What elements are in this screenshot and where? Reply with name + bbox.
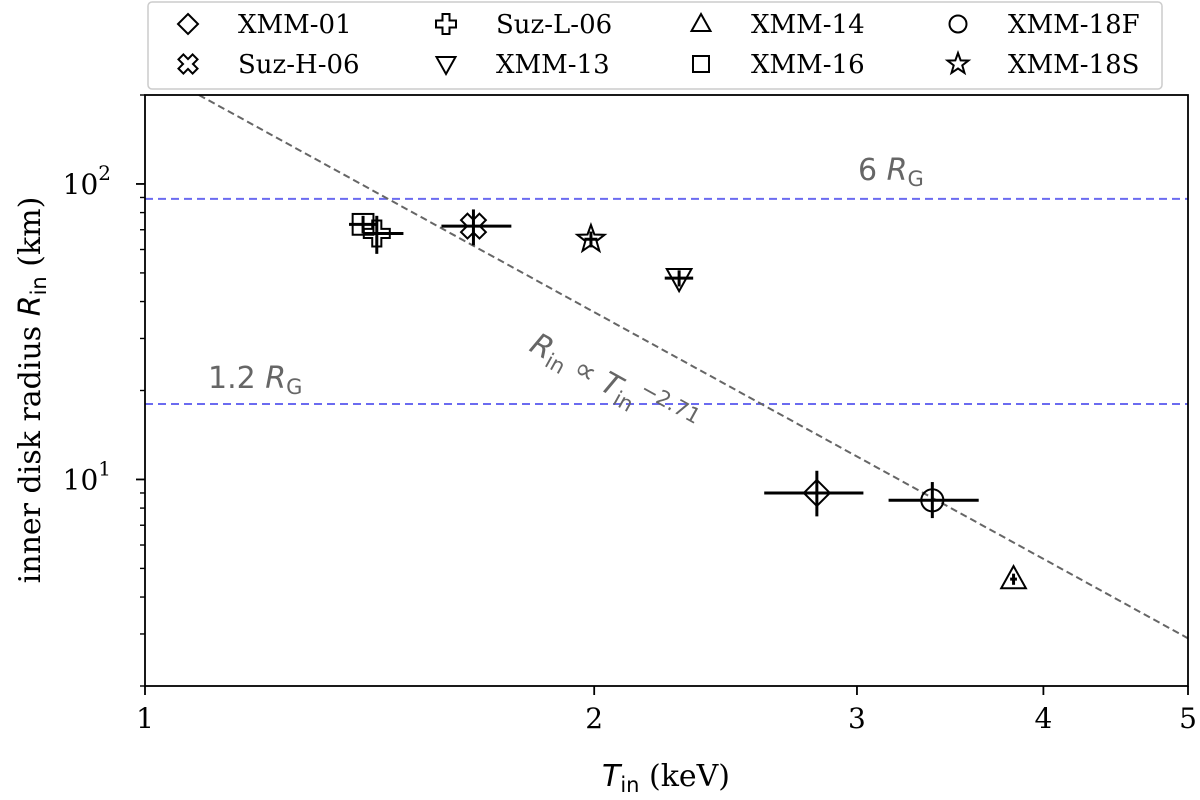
legend-marker-triangle-up <box>689 11 713 32</box>
legend-marker-diamond <box>176 12 200 36</box>
legend-label: XMM-13 <box>496 50 610 80</box>
legend-entry-suz-l-06: Suz-L-06 <box>435 10 612 40</box>
ref-label-1p2rg-var: R <box>265 361 286 396</box>
fit-line-label: Rin ∝ Tin−2.71 <box>523 319 705 448</box>
legend-entry-xmm-18f: XMM-18F <box>948 10 1140 40</box>
reference-lines <box>145 197 1188 406</box>
y-axis-title-var: R <box>13 295 48 316</box>
legend-entry-xmm-01: XMM-01 <box>176 10 352 40</box>
marker-xcross <box>459 212 488 240</box>
x-tick-label: 4 <box>1034 702 1052 735</box>
y-tick-exponent: 1 <box>98 456 111 480</box>
legend-frame <box>147 1 1163 90</box>
legend-marker-star <box>944 50 972 76</box>
x-tick-label: 5 <box>1179 702 1197 735</box>
y-tick-label: 101 <box>63 456 111 496</box>
legend-label: Suz-L-06 <box>496 10 612 40</box>
legend-entry-xmm-16: XMM-16 <box>692 50 865 80</box>
y-tick-label: 102 <box>63 161 111 201</box>
x-axis-title-unit: (keV) <box>639 759 730 794</box>
legend-marker-circle <box>948 14 968 34</box>
data-point-xmm-13 <box>664 268 694 294</box>
legend-label: Suz-H-06 <box>238 50 360 80</box>
data-point-suz-h-06 <box>441 209 512 246</box>
legend: XMM-01 Suz-H-06 Suz-L-06 XMM-13 XMM-14 XMM-16… <box>147 1 1163 90</box>
fit-label-exp: −2.71 <box>637 377 705 429</box>
data-point-xmm-14 <box>999 564 1028 590</box>
legend-label: XMM-18F <box>1008 10 1140 40</box>
y-axis-title: inner disk radius Rin (km) <box>13 197 51 584</box>
ref-label-6rg-sub: G <box>907 167 923 191</box>
legend-marker-plus <box>435 13 457 35</box>
data-point-xmm-18f <box>888 482 979 519</box>
legend-marker-xcross <box>177 53 199 75</box>
y-axis-ticks: 101 102 <box>63 94 145 687</box>
ref-label-6rg-num: 6 <box>858 153 887 188</box>
ref-label-1p2rg-num: 1.2 <box>208 361 265 396</box>
legend-label: XMM-16 <box>751 50 865 80</box>
legend-label: XMM-18S <box>1008 50 1139 80</box>
x-axis-title: Tin (keV) <box>602 759 730 797</box>
ref-label-6rg-var: R <box>887 153 908 188</box>
y-axis-title-unit: (km) <box>13 197 48 277</box>
x-tick-label: 3 <box>848 702 866 735</box>
marker-star <box>574 221 608 254</box>
legend-entry-xmm-13: XMM-13 <box>434 50 610 80</box>
legend-entry-suz-h-06: Suz-H-06 <box>177 50 360 80</box>
data-point-xmm-16 <box>349 212 377 236</box>
x-axis-title-sub: in <box>620 773 639 797</box>
fit-line <box>198 94 1189 640</box>
ref-label-6rg: 6 RG <box>858 153 924 191</box>
data-point-xmm-18s <box>574 221 608 254</box>
marker-diamond <box>802 478 832 508</box>
x-axis-title-var: T <box>602 759 623 794</box>
y-axis-title-sub: in <box>27 276 51 295</box>
y-tick-exponent: 2 <box>98 161 111 185</box>
marker-square <box>351 212 375 236</box>
x-tick-label: 1 <box>136 702 154 735</box>
x-tick-label: 2 <box>585 702 603 735</box>
data-point-xmm-01 <box>764 470 864 517</box>
legend-label: XMM-01 <box>238 10 352 40</box>
marker-triangle-up <box>999 564 1028 590</box>
ref-label-1p2rg-sub: G <box>286 375 302 399</box>
x-axis-ticks: 1 2 3 4 5 <box>136 686 1197 735</box>
legend-entry-xmm-14: XMM-14 <box>689 10 865 40</box>
y-axis-title-main: inner disk radius <box>13 316 48 583</box>
legend-entry-xmm-18s: XMM-18S <box>944 50 1139 80</box>
ref-label-1p2rg: 1.2 RG <box>208 361 302 399</box>
data-markers <box>349 209 1028 590</box>
legend-label: XMM-14 <box>751 10 865 40</box>
legend-marker-triangle-down <box>434 56 458 77</box>
legend-marker-square <box>692 55 710 73</box>
marker-circle <box>920 488 945 513</box>
marker-triangle-down <box>665 268 694 294</box>
